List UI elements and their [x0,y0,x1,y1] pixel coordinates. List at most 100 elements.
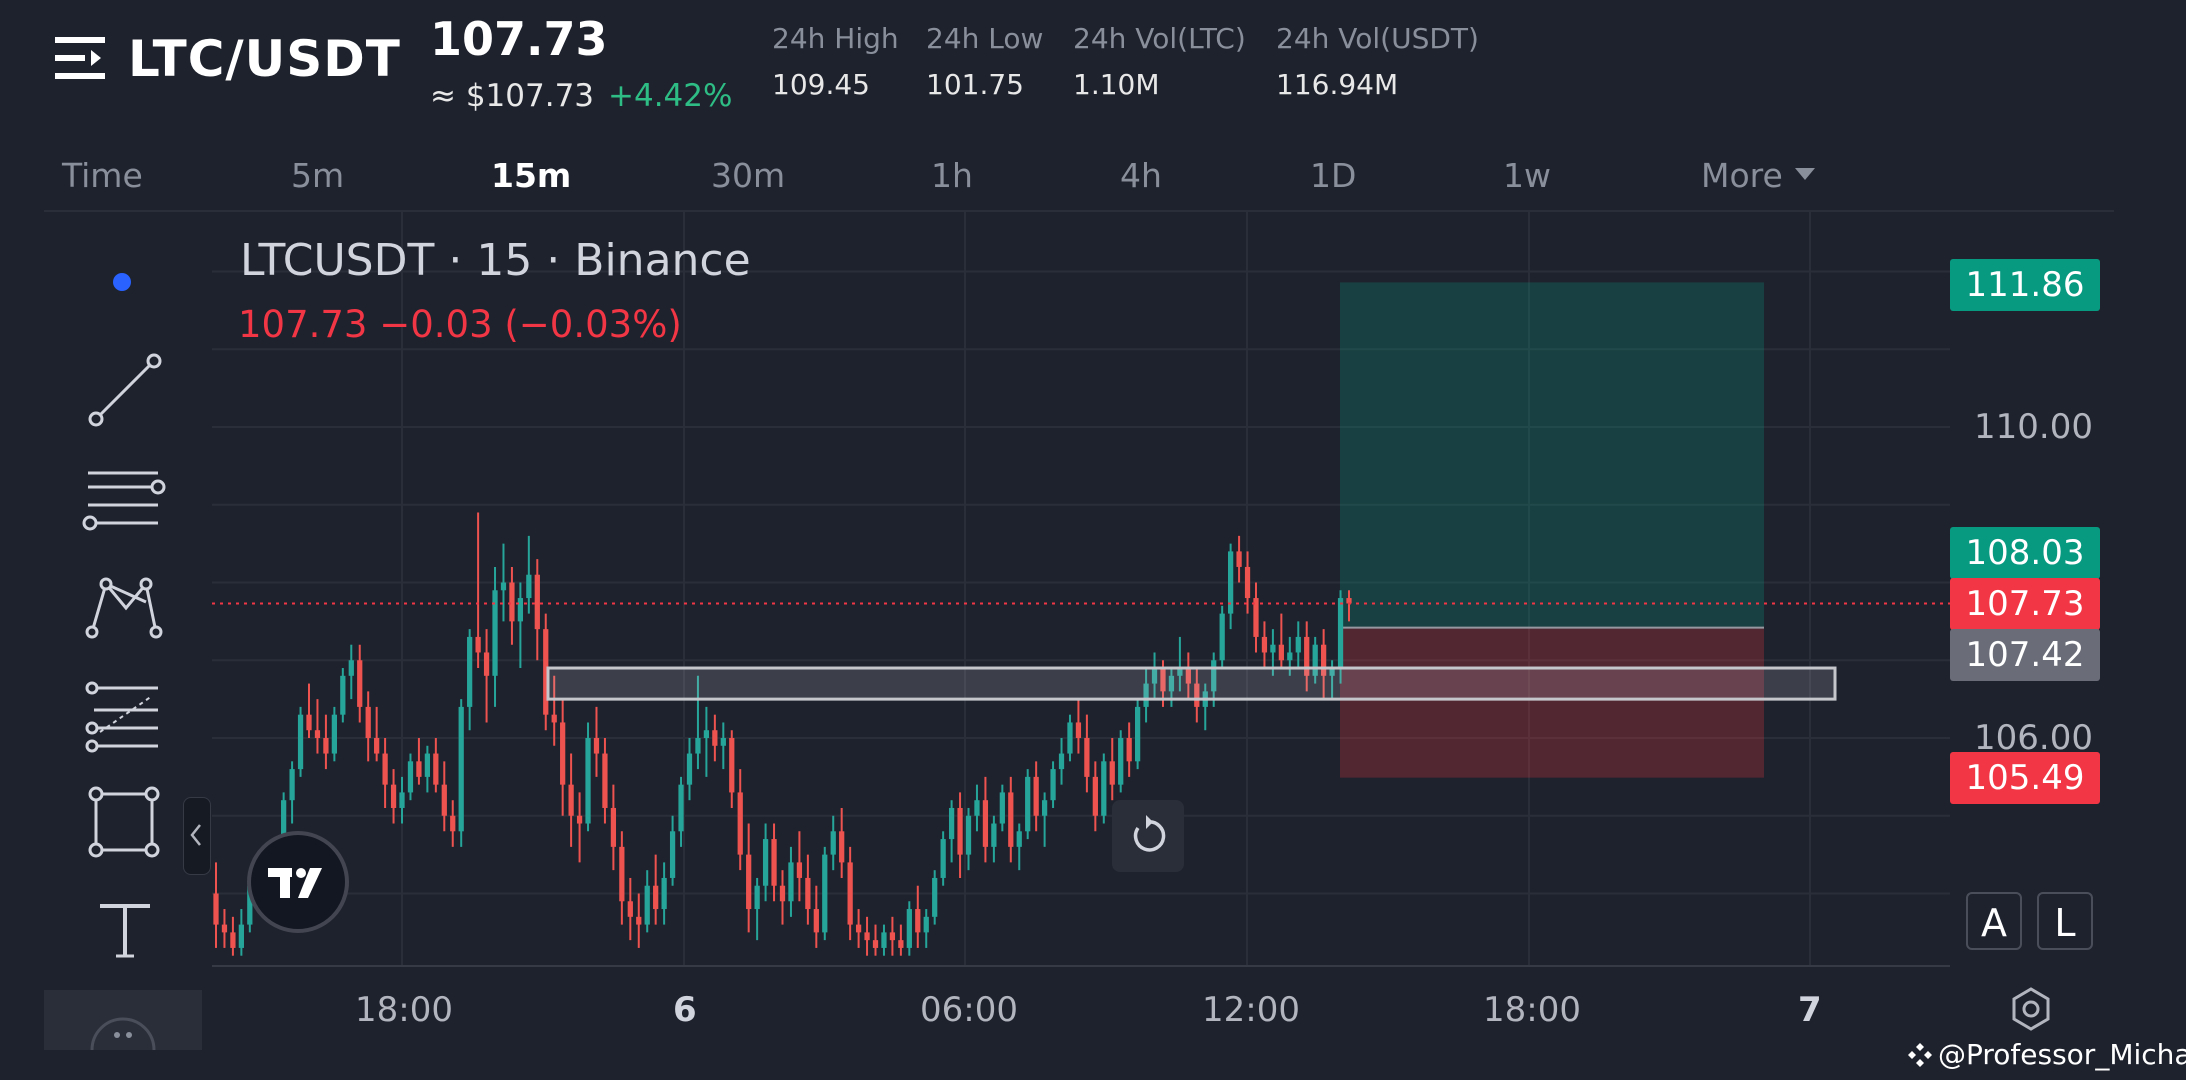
candle-body [813,909,819,933]
tradingview-logo[interactable] [246,830,350,934]
position-loss-zone[interactable] [1340,627,1764,778]
candle-body [915,909,921,933]
candle-body [703,730,710,738]
tab-5m[interactable]: 5m [291,156,345,195]
chart-legend-title: LTCUSDT · 15 · Binance [240,235,751,286]
candle-body [1177,668,1183,676]
candle-body [805,877,811,910]
candle-body [636,916,642,925]
tab-15m[interactable]: 15m [491,156,572,195]
pair-title[interactable]: LTC/USDT [128,30,401,88]
stat-vol-usdt-label: 24h Vol(USDT) [1276,22,1479,55]
candle-body [1067,722,1073,754]
candle-body [1008,792,1014,847]
tab-1h[interactable]: 1h [931,156,973,195]
candle-body [551,714,557,723]
time-axis-label: 12:00 [1202,990,1300,1030]
candle-body [297,714,304,770]
candle-body [1041,800,1048,816]
candle-body [500,582,507,591]
candle-body [754,885,760,910]
candle-body [365,706,371,738]
watermark-text: @Professor_Michael [1938,1038,2186,1071]
candle-body [543,629,549,715]
candle-body [948,807,955,840]
pattern-tool-icon[interactable] [80,562,170,652]
candle-body [788,862,794,902]
stat-vol-ltc-value: 1.10M [1073,68,1160,101]
collapse-toolbar-button[interactable] [183,797,211,875]
candle-body [1092,776,1098,816]
time-axis-label: 18:00 [1483,990,1581,1030]
candle-body [872,940,879,948]
tab-1w[interactable]: 1w [1503,156,1551,195]
tab-30m[interactable]: 30m [711,156,786,195]
candle-body [1261,636,1268,653]
tab-time[interactable]: Time [62,156,143,195]
auto-scale-button[interactable]: A [1966,892,2022,950]
candle-body [593,738,600,754]
candle-body [729,738,735,793]
change-percent: +4.42% [608,78,733,114]
candle-body [458,706,464,832]
text-tool-icon[interactable] [80,886,170,976]
candle-body [746,854,752,910]
candle-body [653,885,659,910]
time-axis-label: 06:00 [920,990,1018,1030]
candle-body [1270,644,1276,653]
binance-logo-icon [1908,1043,1932,1067]
candle-body [1287,652,1293,661]
reset-chart-button[interactable] [1112,800,1184,872]
reset-icon[interactable] [1126,814,1170,858]
rectangle-tool-icon[interactable] [80,778,170,868]
candle-body [999,792,1005,824]
support-zone-rectangle[interactable] [546,666,1837,701]
candle-body [509,582,515,622]
candle-body [1168,675,1175,692]
usd-price: ≈ $107.73 [430,78,595,114]
candle-body [281,800,287,863]
candle-body [771,839,777,886]
candle-body [1050,769,1056,801]
candle-body [483,652,490,676]
candle-body [686,753,693,785]
candle-body [779,885,786,902]
tab-more[interactable]: More [1701,156,1783,195]
candle-body [560,722,566,785]
candle-body [644,885,650,925]
candle-body [390,784,397,808]
more-tools-icon[interactable] [88,1003,158,1050]
fib-tool-icon[interactable] [80,670,170,760]
candle-body [932,877,938,917]
chevron-down-icon[interactable] [1795,168,1815,180]
candle-body [348,660,354,676]
candle-body [839,831,845,863]
candle-body [1185,668,1191,684]
last-price: 107.73 [430,12,608,66]
candle-body [627,901,633,917]
horizontal-lines-tool-icon[interactable] [80,455,170,545]
candle-body [1346,598,1352,604]
tab-4h[interactable]: 4h [1120,156,1162,195]
candle-body [1312,644,1318,676]
trend-line-tool-icon[interactable] [80,345,170,435]
candle-body [957,807,963,855]
target-price-tag: 111.86 [1950,259,2100,311]
chevron-left-icon[interactable] [188,822,204,848]
log-scale-button[interactable]: L [2037,892,2093,950]
candle-body [213,893,219,925]
stat-low-label: 24h Low [926,22,1044,55]
candle-body [534,574,540,630]
candle-body [965,815,972,855]
candle-body [830,831,836,855]
candle-body [450,815,456,832]
candle-body [855,924,862,933]
chart-settings-icon[interactable] [2007,985,2055,1033]
menu-icon[interactable] [55,35,107,85]
candle-body [1321,644,1327,676]
current-price-tag: 107.73 [1950,578,2100,630]
tab-1d[interactable]: 1D [1310,156,1357,195]
cursor-tool-icon[interactable] [113,273,131,291]
position-profit-zone[interactable] [1340,282,1764,628]
